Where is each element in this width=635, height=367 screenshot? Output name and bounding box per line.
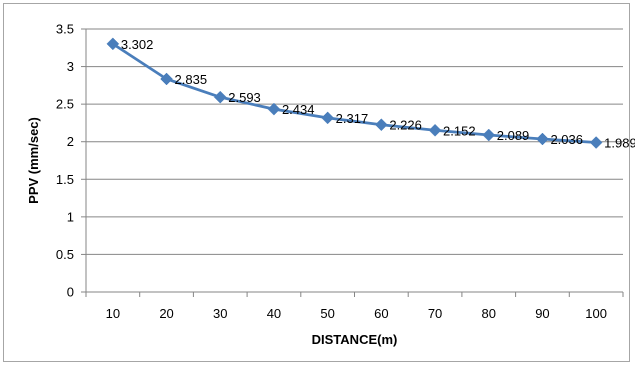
data-point-marker: [213, 90, 227, 104]
data-label: 2.317: [336, 111, 369, 126]
x-tick-label: 70: [428, 306, 442, 321]
data-label: 2.434: [282, 102, 315, 117]
x-tick-label: 50: [320, 306, 334, 321]
y-axis-title: PPV (mm/sec): [26, 117, 41, 204]
data-point-marker: [589, 136, 603, 149]
data-label: 2.152: [443, 123, 476, 138]
x-tick-label: 100: [585, 306, 607, 321]
axes: [81, 28, 624, 297]
data-label: 3.302: [121, 37, 154, 52]
series-line-path: [112, 42, 597, 144]
y-tick-label: 0.5: [56, 247, 74, 262]
gridlines: [86, 28, 623, 255]
y-tick-label: 1.5: [56, 172, 74, 187]
x-tick-label: 90: [535, 306, 549, 321]
y-tick-label: 3: [67, 59, 74, 74]
data-point-marker: [482, 128, 496, 142]
x-tick-labels: 10 20 30 40 50 60 70 80 90 100: [106, 306, 607, 321]
x-tick-label: 20: [159, 306, 173, 321]
x-tick-label: 30: [213, 306, 227, 321]
x-tick-label: 60: [374, 306, 388, 321]
y-tick-label: 2.5: [56, 97, 74, 112]
x-tick-label: 80: [482, 306, 496, 321]
data-point-marker: [428, 123, 442, 137]
y-tick-label: 1: [67, 209, 74, 224]
y-tick-label: 3.5: [56, 22, 74, 37]
data-point-marker: [321, 111, 335, 125]
chart-frame: [3, 3, 630, 362]
data-point-marker: [160, 72, 173, 86]
data-label: 2.226: [389, 118, 422, 133]
x-axis-title: DISTANCE(m): [312, 332, 398, 347]
series-line: [112, 42, 597, 144]
data-point-marker: [374, 118, 388, 132]
data-label: 2.036: [550, 132, 583, 147]
y-tick-label: 0: [67, 285, 74, 300]
x-tick-label: 10: [106, 306, 120, 321]
data-label: 2.089: [497, 128, 530, 143]
data-labels: 3.302 2.835 2.593 2.434 2.317 2.226 2.152 2.089…: [121, 37, 635, 151]
y-tick-label: 2: [67, 134, 74, 149]
data-point-marker: [267, 102, 281, 116]
x-tick-label: 40: [267, 306, 281, 321]
series-markers: [106, 37, 603, 149]
y-tick-labels: 0 0.5 1 1.5 2 2.5 3 3.5: [56, 22, 74, 300]
data-label: 1.989: [604, 136, 635, 151]
data-label: 2.835: [175, 72, 208, 87]
data-point-marker: [536, 132, 549, 146]
data-label: 2.593: [228, 90, 261, 105]
data-point-marker: [106, 37, 120, 51]
